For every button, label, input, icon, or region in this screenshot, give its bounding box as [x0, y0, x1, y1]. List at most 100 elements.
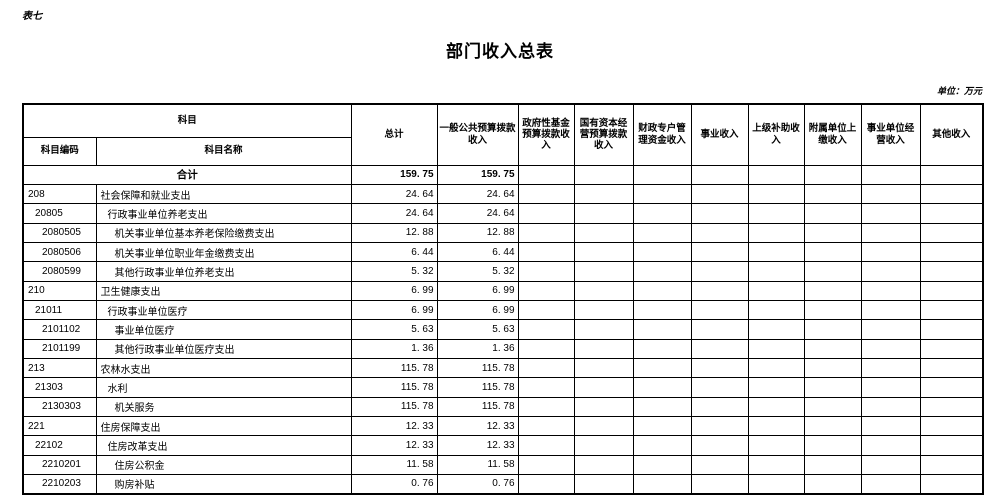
value-cell: 6. 99 [350, 280, 438, 301]
value-cell [690, 357, 749, 379]
value-cell [517, 222, 575, 243]
value-cell [632, 415, 692, 437]
table-row: 2101199 其他行政事业单位医疗支出 1. 36 1. 36 [22, 338, 984, 359]
value-cell [573, 396, 634, 417]
value-cell [747, 241, 805, 263]
value-cell: 12. 88 [350, 222, 438, 243]
value-cell [919, 319, 984, 340]
value-cell: 12. 88 [436, 222, 519, 243]
table-row: 2210201 住房公积金 11. 58 11. 58 [22, 454, 984, 476]
value-cell [803, 357, 862, 379]
value-cell [517, 454, 575, 476]
subject-code-cell: 20805 [22, 203, 97, 224]
table-body: 合计 159. 75 159. 75 208 社会保障和就业支出 24. 64 24. 64… [22, 164, 984, 495]
value-cell [517, 164, 575, 185]
value-cell [860, 203, 921, 224]
value-cell [632, 357, 692, 379]
value-cell [919, 377, 984, 398]
subject-code-cell: 2080599 [22, 261, 97, 282]
value-cell: 5. 32 [436, 261, 519, 282]
value-cell [573, 319, 634, 340]
value-cell [803, 203, 862, 224]
value-cell [803, 396, 862, 417]
value-cell [690, 222, 749, 243]
value-cell [919, 299, 984, 321]
value-cell [517, 299, 575, 321]
table-row: 21303 水利 115. 78 115. 78 [22, 377, 984, 398]
value-cell [632, 203, 692, 224]
value-cell: 6. 99 [436, 299, 519, 321]
value-cell [632, 338, 692, 359]
value-cell [517, 319, 575, 340]
value-cell [860, 415, 921, 437]
table-row: 2080506 机关事业单位职业年金缴费支出 6. 44 6. 44 [22, 241, 984, 263]
value-cell [803, 435, 862, 456]
subject-code-cell: 210 [22, 280, 97, 301]
value-cell [573, 473, 634, 495]
table-row: 213 农林水支出 115. 78 115. 78 [22, 357, 984, 379]
value-cell: 6. 44 [436, 241, 519, 263]
value-cell: 0. 76 [350, 473, 438, 495]
subject-code-cell: 2130303 [22, 396, 97, 417]
value-cell [860, 241, 921, 263]
value-cell [860, 280, 921, 301]
value-cell [690, 319, 749, 340]
value-cell [747, 415, 805, 437]
value-cell [803, 338, 862, 359]
table-row: 2101102 事业单位医疗 5. 63 5. 63 [22, 319, 984, 340]
value-cell [919, 241, 984, 263]
value-cell: 1. 36 [436, 338, 519, 359]
value-cell: 159. 75 [436, 164, 519, 185]
value-cell [803, 319, 862, 340]
value-cell: 1. 36 [350, 338, 438, 359]
row-total-label: 合计 [22, 164, 352, 185]
subject-code-cell: 208 [22, 183, 97, 205]
value-cell [632, 183, 692, 205]
subject-name-cell: 住房公积金 [95, 454, 352, 476]
value-cell: 5. 63 [350, 319, 438, 340]
value-cell: 115. 78 [350, 377, 438, 398]
subject-name-cell: 行政事业单位养老支出 [95, 203, 352, 224]
value-cell [573, 454, 634, 476]
value-cell [517, 377, 575, 398]
value-cell [573, 338, 634, 359]
unit-label: 单位：万元 [936, 86, 982, 96]
value-cell [860, 261, 921, 282]
subject-code-cell: 213 [22, 357, 97, 379]
subject-name-cell: 机关事业单位职业年金缴费支出 [95, 241, 352, 263]
value-cell [690, 261, 749, 282]
value-cell [747, 280, 805, 301]
value-cell [517, 435, 575, 456]
income-summary-table: 科目 总计 一般公共预算拨款收入 政府性基金预算拨款收入 国有资本经营预算拨款收入 财政… [22, 103, 985, 495]
subject-name-cell: 农林水支出 [95, 357, 352, 379]
value-cell [573, 164, 634, 185]
table-row: 20805 行政事业单位养老支出 24. 64 24. 64 [22, 203, 984, 224]
page-title: 部门收入总表 [446, 42, 554, 61]
subject-name-cell: 其他行政事业单位养老支出 [95, 261, 352, 282]
value-cell [690, 203, 749, 224]
table-row: 2210203 购房补贴 0. 76 0. 76 [22, 473, 984, 495]
value-cell [747, 222, 805, 243]
column-header: 附属单位上缴收入 [803, 103, 862, 166]
header-subject: 科目 [22, 103, 352, 138]
subject-code-cell: 21303 [22, 377, 97, 398]
value-cell: 0. 76 [436, 473, 519, 495]
column-header: 国有资本经营预算拨款收入 [573, 103, 634, 166]
value-cell [803, 164, 862, 185]
value-cell [919, 280, 984, 301]
value-cell [573, 241, 634, 263]
value-cell [747, 435, 805, 456]
table-row: 221 住房保障支出 12. 33 12. 33 [22, 415, 984, 437]
value-cell [690, 435, 749, 456]
value-cell: 6. 44 [350, 241, 438, 263]
value-cell [803, 183, 862, 205]
column-header: 总计 [350, 103, 438, 166]
value-cell [517, 280, 575, 301]
value-cell [747, 299, 805, 321]
value-cell [690, 338, 749, 359]
value-cell [803, 222, 862, 243]
value-cell [632, 261, 692, 282]
value-cell [860, 377, 921, 398]
value-cell [632, 164, 692, 185]
